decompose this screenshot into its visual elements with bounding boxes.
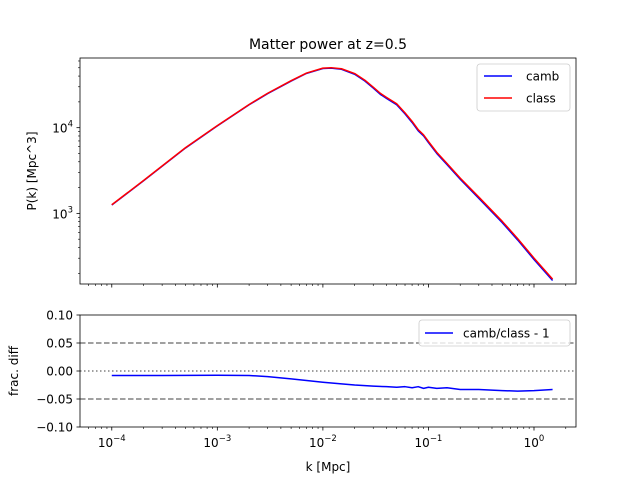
x-tick-label: 100 xyxy=(524,434,545,450)
bottom-y-axis-label: frac. diff xyxy=(7,345,21,396)
bottom-panel: 0.10 0.05 0.00 −0.05 −0.10 10−4 10−3 10−2 10−1 10… xyxy=(36,309,577,450)
legend-label-camb: camb xyxy=(526,70,559,84)
x-tick-label: 10−3 xyxy=(203,434,231,450)
top-y-tick-label: 103 xyxy=(52,205,73,221)
x-tick-label: 10−4 xyxy=(98,434,126,450)
top-y-axis-label: P(k) [Mpc^3] xyxy=(25,132,39,211)
chart-title: Matter power at z=0.5 xyxy=(249,37,407,53)
series-line-ratio xyxy=(111,374,553,392)
x-tick-label: 10−2 xyxy=(309,434,337,450)
legend-label-ratio: camb/class - 1 xyxy=(463,327,550,341)
legend-label-class: class xyxy=(526,92,556,106)
bottom-y-tick-label: −0.05 xyxy=(36,393,73,407)
top-series-group xyxy=(111,66,554,281)
bottom-y-tick-label: 0.05 xyxy=(46,337,73,351)
bottom-y-tick-label: 0.10 xyxy=(46,309,73,323)
bottom-legend: camb/class - 1 xyxy=(418,319,571,347)
top-plot-frame xyxy=(79,57,577,285)
top-panel: 103 104 camb class xyxy=(52,57,577,288)
x-tick-label: 10−1 xyxy=(415,434,443,450)
bottom-y-tick-label: 0.00 xyxy=(46,365,73,379)
series-line-class xyxy=(111,66,554,280)
top-legend: camb class xyxy=(476,63,571,112)
bottom-legend-box xyxy=(418,319,571,347)
top-y-tick-label: 104 xyxy=(52,120,73,136)
bottom-series-group xyxy=(111,374,553,392)
x-axis-label: k [Mpc] xyxy=(306,460,351,474)
bottom-y-tick-label: −0.10 xyxy=(36,421,73,435)
